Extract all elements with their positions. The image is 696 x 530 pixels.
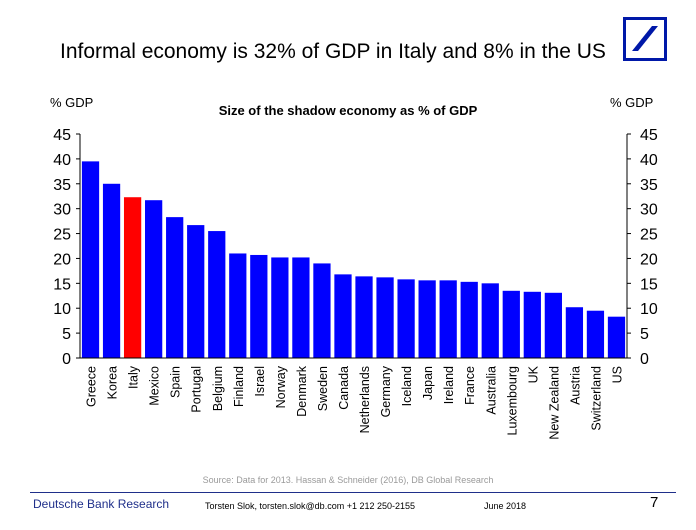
y-axis-label-left: % GDP <box>50 95 94 110</box>
bar-us <box>607 316 626 358</box>
x-tick-label: Switzerland <box>589 366 603 431</box>
bar-spain <box>166 217 184 358</box>
x-tick-label: Germany <box>379 365 393 417</box>
bar-germany <box>376 277 394 358</box>
bar-italy <box>123 197 142 358</box>
bar-france <box>460 281 478 358</box>
y-tick-label-left: 20 <box>53 251 71 268</box>
x-tick-label: Israel <box>253 366 267 397</box>
bar-greece <box>81 161 100 358</box>
x-tick-label: Mexico <box>148 366 162 406</box>
x-tick-label: US <box>610 366 624 383</box>
x-tick-label: Iceland <box>400 366 414 406</box>
y-tick-label-right: 20 <box>640 251 658 268</box>
x-tick-label: Korea <box>106 366 120 399</box>
y-tick-label-right: 15 <box>640 276 658 293</box>
y-tick-label-left: 35 <box>53 177 71 194</box>
y-tick-label-right: 25 <box>640 227 658 244</box>
y-tick-label-right: 40 <box>640 152 658 169</box>
x-tick-label: Netherlands <box>358 366 372 433</box>
y-tick-label-left: 5 <box>62 326 71 343</box>
bar-canada <box>334 274 352 358</box>
x-tick-label: Denmark <box>295 365 309 416</box>
footer-author: Torsten Slok, torsten.slok@db.com +1 212… <box>205 501 416 511</box>
x-tick-label: Austria <box>568 366 582 405</box>
y-tick-label-left: 40 <box>53 152 71 169</box>
bar-belgium <box>208 231 226 358</box>
bar-australia <box>481 283 499 358</box>
x-tick-label: Italy <box>127 365 141 389</box>
y-tick-label-right: 35 <box>640 177 658 194</box>
x-tick-label: Norway <box>274 365 288 408</box>
page-number: 7 <box>650 494 659 511</box>
x-tick-label: Canada <box>337 366 351 410</box>
y-tick-label-left: 45 <box>53 127 71 144</box>
x-tick-label: France <box>463 366 477 405</box>
deutsche-bank-logo-icon <box>623 17 667 61</box>
x-tick-label: Belgium <box>211 366 225 411</box>
x-tick-label: Luxembourg <box>505 366 519 436</box>
x-tick-label: Ireland <box>442 366 456 404</box>
bar-portugal <box>187 225 205 358</box>
bar-israel <box>250 254 268 358</box>
x-tick-label: Sweden <box>316 366 330 411</box>
chart-title: Size of the shadow economy as % of GDP <box>218 103 478 118</box>
x-tick-label: Greece <box>85 366 99 407</box>
bar-new-zealand <box>544 292 562 358</box>
bar-finland <box>229 253 247 358</box>
bar-netherlands <box>355 276 373 358</box>
bar-japan <box>418 280 436 358</box>
footer-brand: Deutsche Bank Research <box>33 497 170 511</box>
x-tick-label: Portugal <box>190 366 204 413</box>
y-axis-label-right: % GDP <box>610 95 654 110</box>
bar-switzerland <box>586 310 605 358</box>
y-tick-label-left: 30 <box>53 202 71 219</box>
bar-norway <box>271 257 289 358</box>
bar-austria <box>565 307 584 358</box>
y-tick-label-right: 10 <box>640 301 658 318</box>
y-tick-label-right: 5 <box>640 326 649 343</box>
x-tick-label: Australia <box>484 366 498 415</box>
x-tick-label: Japan <box>421 366 435 400</box>
y-tick-label-right: 30 <box>640 202 658 219</box>
footer-date: June 2018 <box>484 501 527 511</box>
bar-denmark <box>292 257 310 358</box>
slide-headline: Informal economy is 32% of GDP in Italy … <box>60 40 606 63</box>
bar-uk <box>523 291 541 358</box>
y-tick-label-left: 25 <box>53 227 71 244</box>
x-tick-label: UK <box>526 365 540 383</box>
source-note: Source: Data for 2013. Hassan & Schneide… <box>202 475 494 485</box>
y-tick-label-left: 15 <box>53 276 71 293</box>
bar-sweden <box>313 263 331 358</box>
x-tick-label: Spain <box>169 366 183 398</box>
footer-divider <box>30 492 676 493</box>
x-tick-label: New Zealand <box>547 366 561 440</box>
x-tick-label: Finland <box>232 366 246 407</box>
y-tick-label-left: 0 <box>62 351 71 368</box>
y-tick-label-right: 45 <box>640 127 658 144</box>
y-tick-label-right: 0 <box>640 351 649 368</box>
bar-luxembourg <box>502 290 520 358</box>
y-tick-label-left: 10 <box>53 301 71 318</box>
bar-chart: 0 0 5 5 10 10 15 15 20 20 25 25 30 30 35 35 40 40 45 45 Gree… <box>53 127 658 440</box>
bar-mexico <box>145 200 163 358</box>
bar-korea <box>102 183 121 358</box>
bar-iceland <box>397 279 415 358</box>
bar-ireland <box>439 280 457 358</box>
